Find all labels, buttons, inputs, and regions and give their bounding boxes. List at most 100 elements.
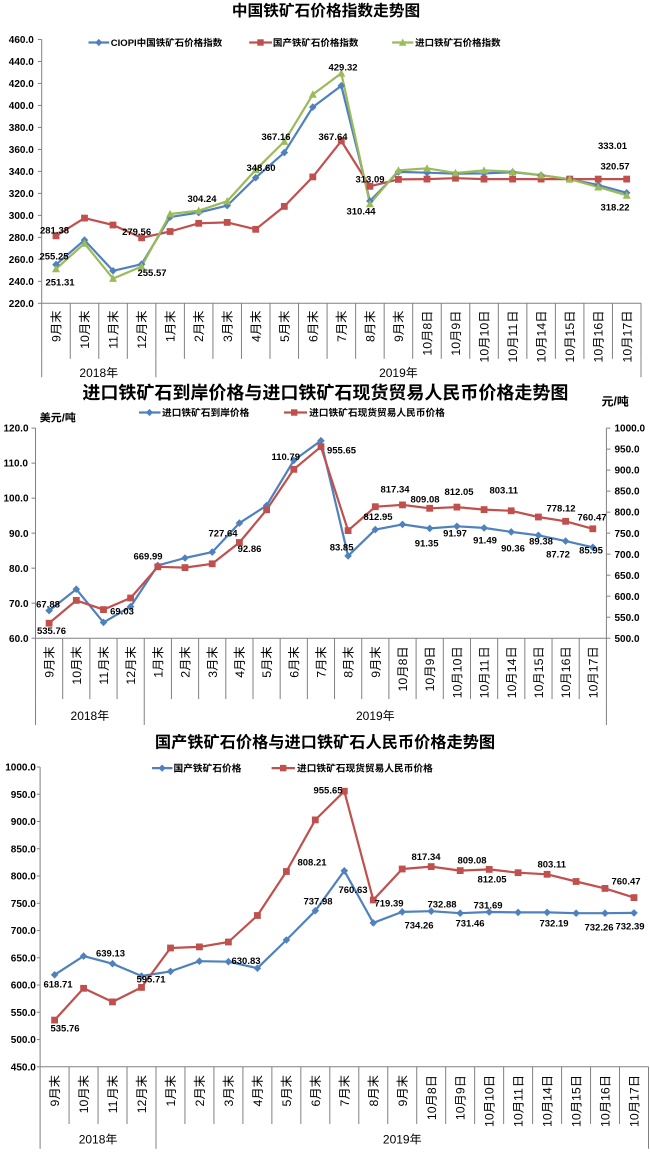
svg-text:8: 8: [363, 335, 377, 342]
svg-text:12: 12: [124, 671, 138, 685]
svg-text:1: 1: [164, 335, 178, 342]
svg-text:12: 12: [135, 1099, 149, 1113]
svg-text:727.64: 727.64: [208, 528, 238, 539]
svg-text:800.0: 800.0: [11, 872, 36, 883]
svg-text:10: 10: [563, 349, 577, 363]
svg-text:10: 10: [506, 349, 520, 363]
svg-text:639.13: 639.13: [96, 948, 125, 959]
svg-text:9: 9: [449, 323, 463, 330]
svg-text:17: 17: [620, 323, 634, 337]
svg-text:11: 11: [506, 324, 520, 337]
svg-text:4: 4: [233, 671, 247, 678]
svg-text:360.0: 360.0: [9, 145, 34, 156]
svg-text:732.26: 732.26: [584, 922, 613, 933]
svg-text:5: 5: [278, 335, 292, 342]
svg-text:320.57: 320.57: [600, 161, 629, 172]
svg-text:808.21: 808.21: [297, 857, 327, 868]
svg-text:279.56: 279.56: [122, 227, 151, 238]
svg-text:700.0: 700.0: [11, 926, 36, 937]
svg-text:734.26: 734.26: [404, 920, 433, 931]
svg-text:14: 14: [541, 1087, 555, 1101]
svg-text:91.97: 91.97: [443, 528, 467, 539]
svg-text:1: 1: [151, 671, 165, 678]
svg-text:719.39: 719.39: [374, 898, 403, 909]
svg-text:750.0: 750.0: [615, 529, 640, 540]
svg-text:650.0: 650.0: [615, 571, 640, 582]
svg-text:10: 10: [483, 1087, 497, 1101]
svg-text:4: 4: [249, 335, 263, 342]
svg-text:10: 10: [396, 678, 410, 692]
svg-text:809.08: 809.08: [457, 855, 486, 866]
svg-text:9: 9: [423, 658, 437, 665]
svg-text:900.0: 900.0: [615, 466, 640, 477]
svg-text:630.83: 630.83: [231, 956, 260, 967]
svg-text:669.99: 669.99: [133, 551, 162, 562]
svg-text:320.0: 320.0: [9, 189, 34, 200]
svg-text:11: 11: [478, 659, 492, 672]
svg-text:/: /: [62, 413, 65, 425]
svg-text:90.0: 90.0: [9, 529, 29, 540]
svg-text:91.49: 91.49: [473, 535, 497, 546]
svg-text:600.0: 600.0: [11, 981, 36, 992]
svg-text:950.0: 950.0: [11, 790, 36, 801]
svg-text:950.0: 950.0: [615, 445, 640, 456]
svg-text:10: 10: [450, 684, 464, 698]
svg-text:731.46: 731.46: [455, 918, 484, 929]
svg-text:10: 10: [505, 684, 519, 698]
svg-text:618.71: 618.71: [43, 979, 73, 990]
svg-text:6: 6: [287, 671, 301, 678]
svg-text:803.11: 803.11: [489, 485, 518, 496]
svg-text:60.0: 60.0: [9, 634, 29, 645]
svg-text:10: 10: [535, 349, 549, 363]
svg-text:10: 10: [620, 349, 634, 363]
svg-text:310.44: 310.44: [346, 206, 376, 217]
svg-text:1000.0: 1000.0: [5, 763, 36, 774]
svg-text:10: 10: [586, 684, 600, 698]
svg-text:812.05: 812.05: [477, 874, 507, 885]
svg-text:7: 7: [338, 1099, 352, 1106]
svg-text:9: 9: [43, 671, 57, 678]
svg-text:10: 10: [478, 349, 492, 363]
svg-text:10: 10: [532, 684, 546, 698]
svg-text:9: 9: [396, 1099, 410, 1106]
svg-text:955.65: 955.65: [313, 785, 343, 796]
svg-text:2018: 2018: [79, 366, 106, 380]
svg-text:100.0: 100.0: [3, 494, 28, 505]
svg-text:10: 10: [478, 323, 492, 337]
svg-text:812.95: 812.95: [363, 512, 393, 523]
svg-text:535.76: 535.76: [37, 626, 66, 637]
svg-text:760.63: 760.63: [338, 885, 367, 896]
svg-text:280.0: 280.0: [9, 233, 34, 244]
svg-text:10: 10: [592, 349, 606, 363]
svg-text:10: 10: [628, 1113, 642, 1127]
svg-text:348.60: 348.60: [246, 163, 275, 174]
svg-text:92.86: 92.86: [238, 544, 262, 555]
svg-text:313.09: 313.09: [355, 174, 384, 185]
svg-text:5: 5: [280, 1099, 294, 1106]
svg-text:10: 10: [478, 684, 492, 698]
svg-text:955.65: 955.65: [327, 445, 357, 456]
svg-text:110.0: 110.0: [3, 459, 28, 470]
svg-text:809.08: 809.08: [410, 494, 439, 505]
svg-text:2019: 2019: [383, 1132, 410, 1146]
svg-text:8: 8: [396, 658, 410, 665]
svg-text:817.34: 817.34: [380, 484, 410, 495]
svg-text:367.16: 367.16: [261, 132, 290, 143]
svg-text:89.38: 89.38: [529, 536, 553, 547]
svg-text:760.47: 760.47: [611, 876, 640, 887]
svg-text:10: 10: [541, 1113, 555, 1127]
svg-text:850.0: 850.0: [11, 844, 36, 855]
svg-text:255.57: 255.57: [137, 268, 166, 279]
svg-text:10: 10: [450, 658, 464, 672]
svg-text:10: 10: [77, 1099, 91, 1113]
svg-text:550.0: 550.0: [11, 1008, 36, 1019]
svg-text:380.0: 380.0: [9, 123, 34, 134]
svg-text:8: 8: [342, 671, 356, 678]
svg-text:255.25: 255.25: [39, 251, 69, 262]
svg-text:732.19: 732.19: [539, 919, 568, 930]
svg-text:732.39: 732.39: [615, 921, 644, 932]
svg-text:2: 2: [179, 671, 193, 678]
svg-text:737.98: 737.98: [303, 896, 332, 907]
svg-text:731.69: 731.69: [473, 900, 502, 911]
svg-text:CIOPI: CIOPI: [111, 38, 137, 49]
